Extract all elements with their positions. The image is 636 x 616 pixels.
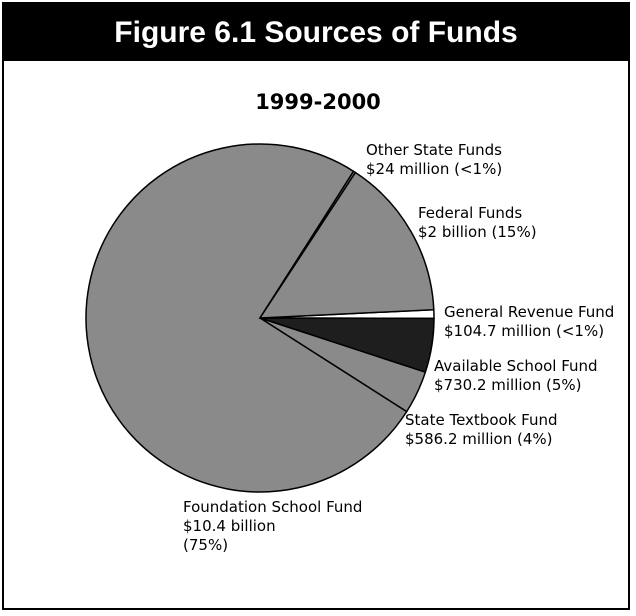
label-amount: $586.2 million (4%) xyxy=(405,430,553,448)
label-general-revenue-fund: General Revenue Fund $104.7 million (<1%… xyxy=(444,303,614,341)
label-state-textbook-fund: State Textbook Fund $586.2 million (4%) xyxy=(405,411,557,449)
label-name: Foundation School Fund xyxy=(183,498,363,516)
label-amount: $730.2 million (5%) xyxy=(434,376,582,394)
label-amount: $104.7 million (<1%) xyxy=(444,322,605,340)
label-name: State Textbook Fund xyxy=(405,411,558,429)
label-federal-funds: Federal Funds $2 billion (15%) xyxy=(418,204,537,242)
label-name: General Revenue Fund xyxy=(444,303,615,321)
label-foundation-school-fund: Foundation School Fund $10.4 billion (75… xyxy=(183,498,362,555)
figure-title: Figure 6.1 Sources of Funds xyxy=(4,4,628,61)
label-amount: $2 billion (15%) xyxy=(418,223,537,241)
label-percent: (75%) xyxy=(183,536,229,554)
pie-slice-foundation-school-fund xyxy=(85,143,408,493)
label-amount: $24 million (<1%) xyxy=(366,160,503,178)
label-name: Federal Funds xyxy=(418,204,523,222)
label-other-state-funds: Other State Funds $24 million (<1%) xyxy=(366,141,502,179)
pie-slice-federal-funds xyxy=(258,171,435,319)
label-amount: $10.4 billion xyxy=(183,517,276,535)
label-name: Other State Funds xyxy=(366,141,502,159)
label-available-school-fund: Available School Fund $730.2 million (5%… xyxy=(434,357,598,395)
label-name: Available School Fund xyxy=(434,357,598,375)
chart-title: 1999-2000 xyxy=(255,90,381,114)
